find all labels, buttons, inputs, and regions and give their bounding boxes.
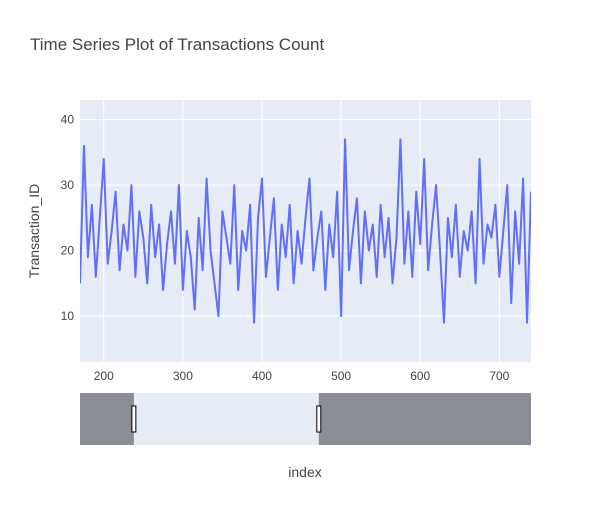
lines xyxy=(80,138,531,324)
y-tick-label: 40 xyxy=(61,113,75,127)
slider-mask xyxy=(80,393,134,445)
x-tick-label: 400 xyxy=(252,369,272,383)
slider-mask xyxy=(318,393,531,445)
x-tick-label: 300 xyxy=(173,369,193,383)
slider-handle[interactable] xyxy=(316,405,322,433)
x-tick-label: 200 xyxy=(94,369,114,383)
y-tick-label: 30 xyxy=(61,178,75,192)
range-slider[interactable] xyxy=(80,393,531,445)
grid xyxy=(80,100,531,362)
x-tick-label: 500 xyxy=(331,369,351,383)
y-tick-label: 10 xyxy=(61,309,75,323)
x-axis-label: index xyxy=(288,464,321,480)
x-tick-label: 600 xyxy=(410,369,430,383)
chart-title: Time Series Plot of Transactions Count xyxy=(30,35,324,54)
y-axis-label: Transaction_ID xyxy=(26,184,42,278)
line xyxy=(80,138,531,324)
plot-area xyxy=(80,100,531,362)
y-tick-label: 20 xyxy=(61,244,75,258)
slider-handle[interactable] xyxy=(131,405,137,433)
x-tick-label: 700 xyxy=(489,369,509,383)
